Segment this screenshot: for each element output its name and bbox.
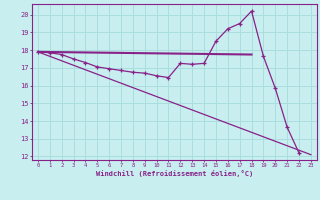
- X-axis label: Windchill (Refroidissement éolien,°C): Windchill (Refroidissement éolien,°C): [96, 170, 253, 177]
